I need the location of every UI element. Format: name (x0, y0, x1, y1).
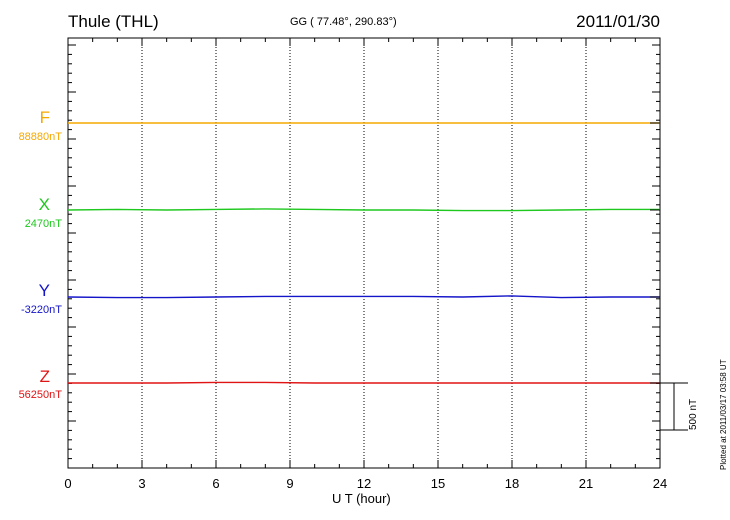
x-tick-label: 21 (578, 476, 594, 491)
x-tick-label: 9 (286, 476, 294, 491)
x-tick-label: 6 (212, 476, 220, 491)
series-baseline-z: 56250nT (18, 389, 62, 401)
series-baseline-x: 2470nT (24, 218, 62, 230)
series-label-y: Y (38, 281, 50, 300)
x-tick-label: 0 (64, 476, 72, 491)
series-label-x: X (38, 195, 50, 214)
plotted-timestamp: Plotted at 2011/03/17 03:58 UT (719, 359, 728, 470)
scale-bar-label: 500 nT (688, 398, 699, 430)
series-baseline-f: 88880nT (18, 131, 62, 143)
series-label-f: F (39, 108, 50, 127)
x-tick-label: 3 (138, 476, 146, 491)
series-line-y (67, 295, 660, 299)
plot-frame (67, 37, 661, 469)
x-axis-label: U T (hour) (332, 491, 391, 506)
chart-date: 2011/01/30 (576, 12, 660, 31)
series-label-z: Z (39, 367, 50, 386)
x-tick-label: 18 (504, 476, 520, 491)
station-title: Thule (THL) (68, 12, 159, 31)
x-tick-label: 15 (430, 476, 446, 491)
geographic-coordinates: GG ( 77.48°, 290.83°) (290, 16, 397, 28)
x-tick-label: 24 (652, 476, 668, 491)
x-tick-label: 12 (356, 476, 372, 491)
series-line-z (68, 381, 660, 384)
series-baseline-y: -3220nT (21, 304, 62, 316)
series-line-x (67, 208, 660, 212)
